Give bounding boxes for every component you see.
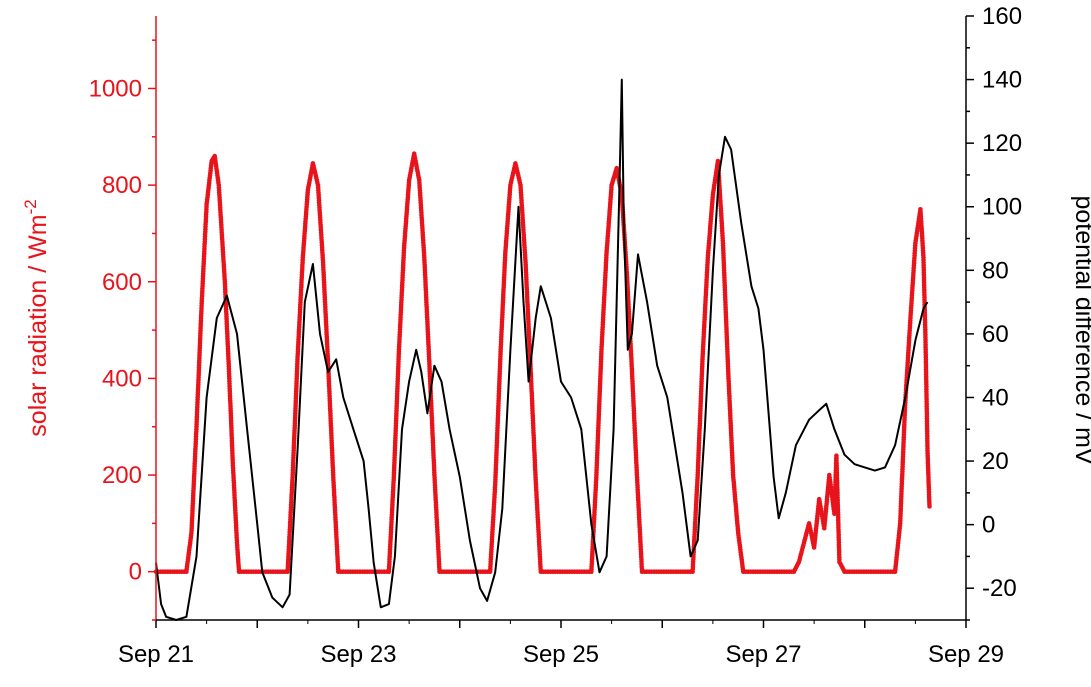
left-y-tick-label: 400 [102, 365, 142, 392]
x-tick-label: Sep 21 [118, 641, 194, 668]
right-y-tick-label: 40 [982, 384, 1009, 411]
radiation-series [153, 151, 932, 574]
right-y-axis: -20 0 20 40 60 80 100 120 140 160 [966, 3, 1022, 621]
right-y-tick-label: 20 [982, 448, 1009, 475]
right-y-tick-label: 140 [982, 67, 1022, 94]
plot-frame [155, 16, 967, 621]
left-y-axis: 0 200 400 600 800 1000 [89, 39, 156, 621]
right-y-tick-label: 80 [982, 257, 1009, 284]
right-axis-label: potential difference / mV [1070, 195, 1091, 464]
right-y-tick-label: 160 [982, 3, 1022, 30]
x-axis: Sep 21 Sep 23 Sep 25 Sep 27 Sep 29 [118, 620, 1004, 668]
x-tick-label: Sep 27 [725, 641, 801, 668]
left-y-tick-label: 800 [102, 172, 142, 199]
left-y-tick-label: 1000 [89, 75, 142, 102]
left-y-tick-label: 0 [129, 559, 142, 586]
right-y-tick-label: -20 [982, 575, 1017, 602]
right-y-tick-label: 100 [982, 194, 1022, 221]
x-tick-label: Sep 23 [320, 641, 396, 668]
potential-series [155, 78, 929, 621]
radiation-point [927, 504, 932, 509]
left-y-tick-label: 200 [102, 462, 142, 489]
right-y-tick-label: 0 [982, 512, 995, 539]
right-y-tick-label: 60 [982, 321, 1009, 348]
right-y-tick-label: 120 [982, 130, 1022, 157]
x-tick-label: Sep 25 [523, 641, 599, 668]
left-y-tick-label: 600 [102, 269, 142, 296]
left-axis-label: solar radiation / Wm-2 [21, 199, 52, 436]
x-tick-label: Sep 29 [928, 641, 1004, 668]
potential-line [155, 78, 929, 621]
